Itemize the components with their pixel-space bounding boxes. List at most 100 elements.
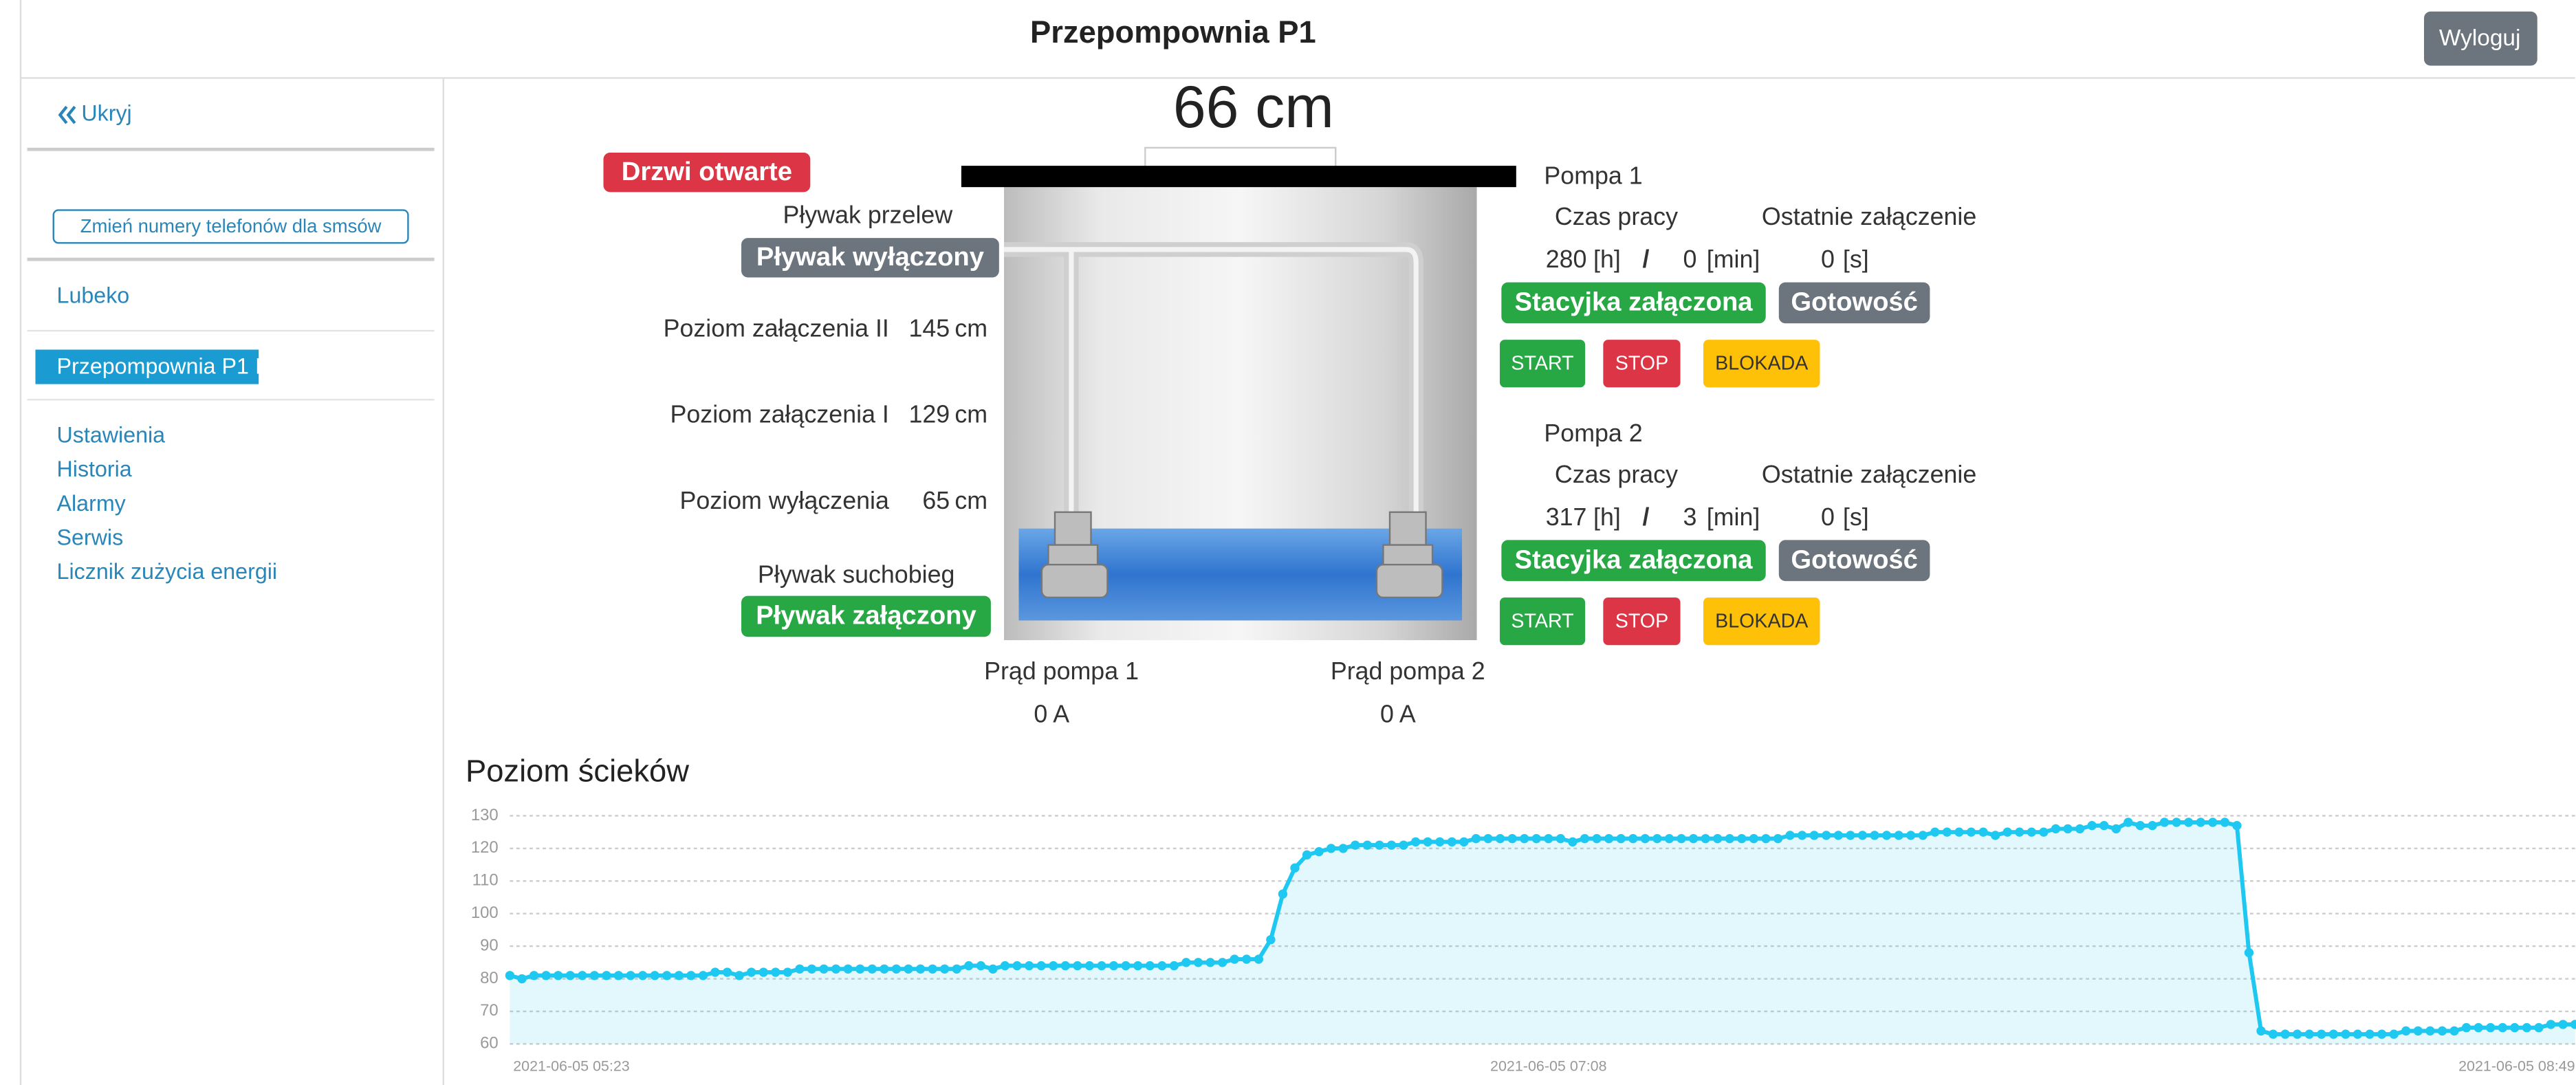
level-unit: cm — [954, 314, 987, 342]
pump-button-label[interactable]: STOP — [1615, 353, 1668, 375]
pump-button[interactable] — [1499, 597, 1586, 646]
point — [1060, 961, 1070, 971]
pump-button-label[interactable]: STOP — [1615, 610, 1668, 632]
pump-button-label[interactable]: BLOKADA — [1715, 610, 1809, 632]
point — [1809, 831, 1819, 840]
point — [2341, 1029, 2350, 1039]
pump-button[interactable] — [1499, 340, 1586, 388]
point — [964, 961, 974, 971]
pump-button-label[interactable]: START — [1511, 610, 1573, 632]
point — [2196, 818, 2205, 827]
hours-unit: [h] — [1593, 245, 1621, 273]
point — [1049, 961, 1058, 971]
logout-label[interactable]: Wyloguj — [2439, 25, 2521, 51]
point — [2183, 818, 2194, 827]
client-link[interactable]: Lubeko — [57, 283, 130, 308]
level-value: 129 — [908, 401, 950, 428]
point — [734, 971, 744, 980]
point — [1664, 833, 1674, 844]
point — [2449, 1026, 2459, 1036]
last-on-label: Ostatnie załączenie — [1762, 203, 1976, 230]
point — [578, 971, 587, 980]
pipes-highlight — [1003, 247, 1419, 523]
point — [2111, 824, 2121, 834]
point — [867, 964, 877, 974]
pump-button[interactable] — [1703, 597, 1820, 646]
nav-link[interactable]: Licznik zużycia energii — [57, 559, 278, 584]
point — [1278, 889, 1288, 899]
point — [1362, 840, 1373, 850]
tank-hatch — [1144, 146, 1337, 168]
point — [1121, 961, 1131, 971]
point — [1000, 961, 1010, 971]
point — [686, 971, 696, 980]
point — [1133, 961, 1143, 971]
point — [637, 971, 648, 980]
nav-link[interactable]: Historia — [57, 457, 132, 481]
pump-button-label[interactable]: BLOKADA — [1715, 353, 1809, 375]
point — [746, 967, 756, 977]
point — [2474, 1022, 2483, 1033]
pump-button[interactable] — [1603, 340, 1681, 388]
sms-button-label[interactable]: Zmień numery telefonów dla smsów — [80, 215, 382, 237]
point — [1725, 833, 1734, 844]
point — [1531, 833, 1541, 844]
hide-icon[interactable] — [66, 105, 76, 124]
point — [1230, 954, 1239, 964]
point — [1870, 831, 1879, 840]
point — [722, 967, 732, 977]
point — [1351, 840, 1360, 850]
point — [2304, 1029, 2314, 1039]
pump-button-label[interactable]: START — [1511, 353, 1573, 375]
logout-button[interactable] — [2424, 11, 2537, 66]
current-label: Prąd pompa 2 — [1331, 657, 1485, 685]
point — [2522, 1022, 2532, 1033]
point — [807, 964, 817, 974]
x-tick-label: 2021-06-05 05:23 — [513, 1057, 630, 1074]
point — [650, 971, 659, 980]
hide-icon[interactable] — [58, 105, 68, 124]
active-station[interactable]: Przepompownia P1 I — [57, 353, 261, 378]
point — [529, 971, 539, 980]
current-label: Prąd pompa 1 — [984, 657, 1139, 685]
point — [880, 964, 889, 974]
point — [1084, 961, 1095, 971]
point — [1073, 961, 1082, 971]
point — [1302, 850, 1312, 860]
point — [1713, 833, 1723, 844]
y-tick-label: 100 — [471, 903, 499, 922]
point — [915, 964, 926, 974]
point — [2256, 1026, 2266, 1036]
point — [2558, 1020, 2568, 1029]
dry-float-state: Pływak załączony — [756, 601, 976, 631]
y-tick-label: 70 — [480, 1001, 499, 1020]
y-tick-label: 110 — [472, 871, 499, 890]
point — [1930, 827, 1940, 837]
y-tick-label: 80 — [480, 969, 499, 987]
point — [2570, 1020, 2576, 1029]
point — [891, 964, 902, 974]
point — [819, 964, 829, 974]
point — [589, 971, 600, 980]
nav-link[interactable]: Ustawienia — [57, 423, 166, 448]
hide-link[interactable]: Ukryj — [81, 101, 131, 126]
point — [855, 964, 865, 974]
point — [1749, 833, 1759, 844]
point — [1254, 954, 1263, 964]
ready-badge — [1778, 540, 1930, 582]
point — [517, 974, 527, 984]
nav-link[interactable]: Serwis — [57, 525, 124, 550]
pump-button[interactable] — [1703, 340, 1820, 388]
minutes-unit: [min] — [1707, 503, 1760, 531]
point — [2425, 1026, 2435, 1036]
level-label: Poziom załączenia I — [670, 401, 889, 428]
key-switch: Stacyjka załączona — [1515, 545, 1754, 575]
nav-link[interactable]: Alarmy — [57, 491, 127, 516]
pump-button[interactable] — [1603, 597, 1681, 646]
sms-button[interactable] — [52, 209, 409, 244]
level-unit: cm — [954, 487, 987, 514]
active-station-bg[interactable] — [35, 349, 259, 384]
level-label: Poziom załączenia II — [664, 314, 889, 342]
point — [1846, 831, 1855, 840]
